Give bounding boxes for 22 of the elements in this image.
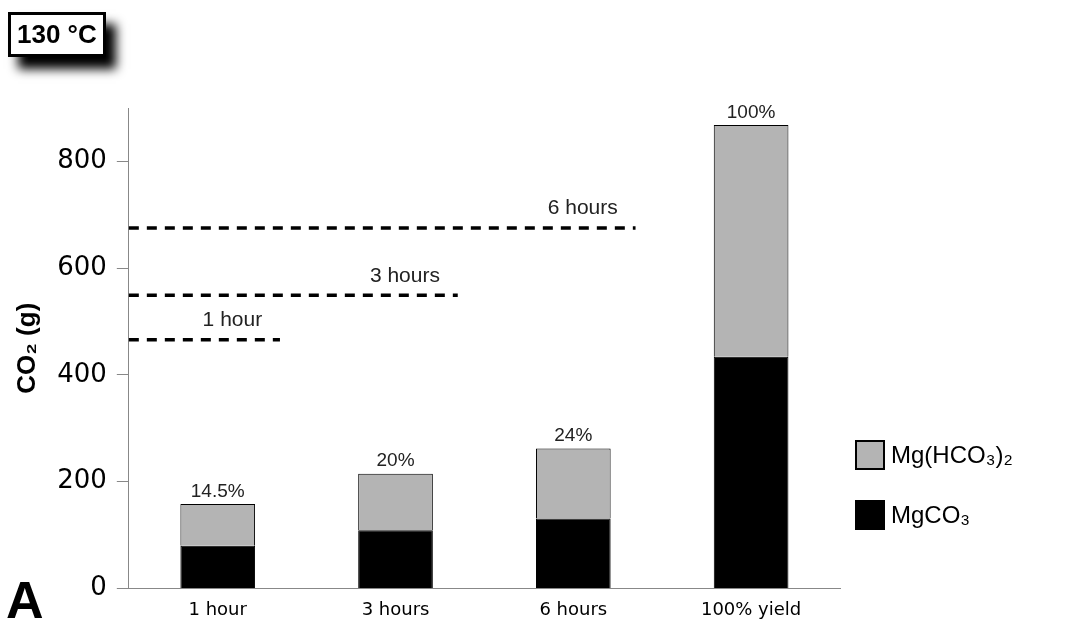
annotation: 20% [376,449,415,471]
x-tick-label: 100% yield [700,597,802,619]
annotation: 14.5% [190,479,245,501]
annotation: 24% [554,424,593,446]
y-tick-label: 0 [90,571,107,602]
bar [358,530,433,588]
legend-label: Mg(HCO₃)₂ [891,441,1013,469]
x-tick-label: 1 hour [188,597,248,619]
y-tick-label: 400 [57,357,107,388]
y-tick-label: 800 [57,144,107,175]
text: 130 °C [8,12,106,57]
y-axis-title: CO₂ (g) [10,302,41,394]
x-tick-label: 6 hours [539,597,608,619]
ref-line-label: 1 hour [202,306,263,330]
y-tick-label: 600 [57,250,107,281]
ref-line-label: 6 hours [547,195,618,219]
text: A [6,571,44,628]
annotation: 100% [726,100,776,122]
legend-label: MgCO₃ [891,501,971,529]
ref-line-label: 3 hours [369,262,440,286]
y-tick-label: 200 [57,464,107,495]
x-tick-label: 3 hours [361,597,430,619]
